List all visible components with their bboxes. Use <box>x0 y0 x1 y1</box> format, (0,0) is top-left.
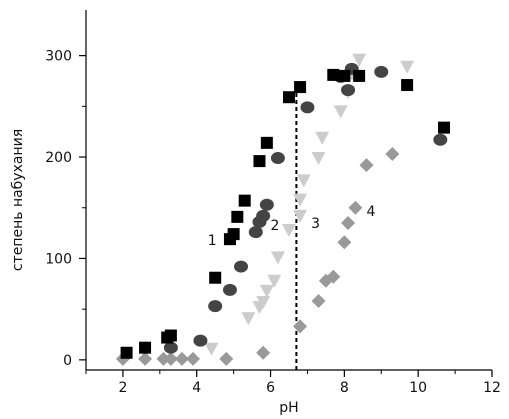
data-point-circle <box>374 65 389 78</box>
data-point-triangle <box>400 60 415 74</box>
series-label-3: 3 <box>311 216 320 232</box>
data-point-square <box>253 155 266 168</box>
y-tick-label: 300 <box>45 49 72 65</box>
data-point-circle <box>270 152 285 165</box>
y-tick-label: 100 <box>45 251 72 267</box>
series-labels: 1 2 3 4 <box>208 204 376 249</box>
data-point-diamond <box>385 147 400 161</box>
data-point-circle <box>208 300 223 313</box>
data-point-diamond <box>219 351 234 366</box>
data-point-diamond <box>138 351 153 366</box>
data-point-square <box>231 210 244 223</box>
data-point-square <box>209 271 222 284</box>
data-point-diamond <box>326 269 341 284</box>
data-point-triangle <box>293 193 308 207</box>
series-label-1: 1 <box>208 233 217 249</box>
x-tick-label: 12 <box>483 380 501 396</box>
data-point-square <box>327 68 340 81</box>
data-point-diamond <box>163 351 178 366</box>
data-point-square <box>338 69 351 82</box>
data-point-diamond <box>174 351 189 366</box>
data-point-circle <box>259 198 274 211</box>
data-point-circle <box>193 334 208 347</box>
data-point-triangle <box>315 131 330 145</box>
data-point-square <box>260 136 273 149</box>
data-point-square <box>227 228 240 241</box>
data-point-triangle <box>311 152 326 166</box>
data-point-triangle <box>259 284 274 298</box>
data-point-circle <box>163 341 178 354</box>
data-point-diamond <box>337 235 352 250</box>
x-tick-label: 10 <box>409 380 427 396</box>
data-point-diamond <box>348 200 363 215</box>
data-point-circle <box>300 101 315 114</box>
data-point-square <box>139 341 152 354</box>
data-point-circle <box>234 260 249 273</box>
data-point-square <box>294 81 307 94</box>
data-point-triangle <box>270 251 285 265</box>
data-point-triangle <box>204 342 219 356</box>
series-label-2: 2 <box>271 218 280 234</box>
data-point-circle <box>248 226 263 239</box>
data-point-square <box>401 79 414 92</box>
data-point-square <box>164 329 177 342</box>
y-tick-label: 0 <box>63 353 72 369</box>
data-point-triangle <box>241 312 256 326</box>
data-point-diamond <box>341 215 356 230</box>
data-point-square <box>353 69 366 82</box>
data-point-triangle <box>256 296 271 310</box>
data-point-triangle <box>352 53 367 67</box>
data-point-triangle <box>267 274 282 288</box>
data-points <box>115 53 451 366</box>
y-tick-label: 200 <box>45 150 72 166</box>
data-point-triangle <box>282 224 296 238</box>
data-point-square <box>238 194 251 207</box>
x-axis-title: pH <box>279 400 298 416</box>
data-point-diamond <box>256 345 271 360</box>
x-tick-label: 8 <box>340 380 349 396</box>
data-point-square <box>120 346 133 359</box>
data-point-circle <box>341 84 356 97</box>
x-tick-label: 2 <box>118 380 127 396</box>
data-point-triangle <box>296 174 311 188</box>
x-tick-label: 6 <box>266 380 275 396</box>
data-point-diamond <box>311 294 326 309</box>
data-point-triangle <box>333 105 348 119</box>
data-point-diamond <box>186 351 201 366</box>
x-tick-label: 4 <box>192 380 201 396</box>
data-point-square <box>283 91 295 104</box>
data-point-diamond <box>293 319 308 334</box>
data-point-circle <box>222 283 237 296</box>
y-axis-title: степень набухания <box>10 129 26 271</box>
data-point-diamond <box>156 351 171 366</box>
data-point-triangle <box>293 209 308 223</box>
series-label-4: 4 <box>367 204 376 220</box>
data-point-circle <box>433 133 448 146</box>
data-point-diamond <box>359 158 374 173</box>
data-point-circle <box>256 209 271 222</box>
data-point-square <box>438 121 451 134</box>
